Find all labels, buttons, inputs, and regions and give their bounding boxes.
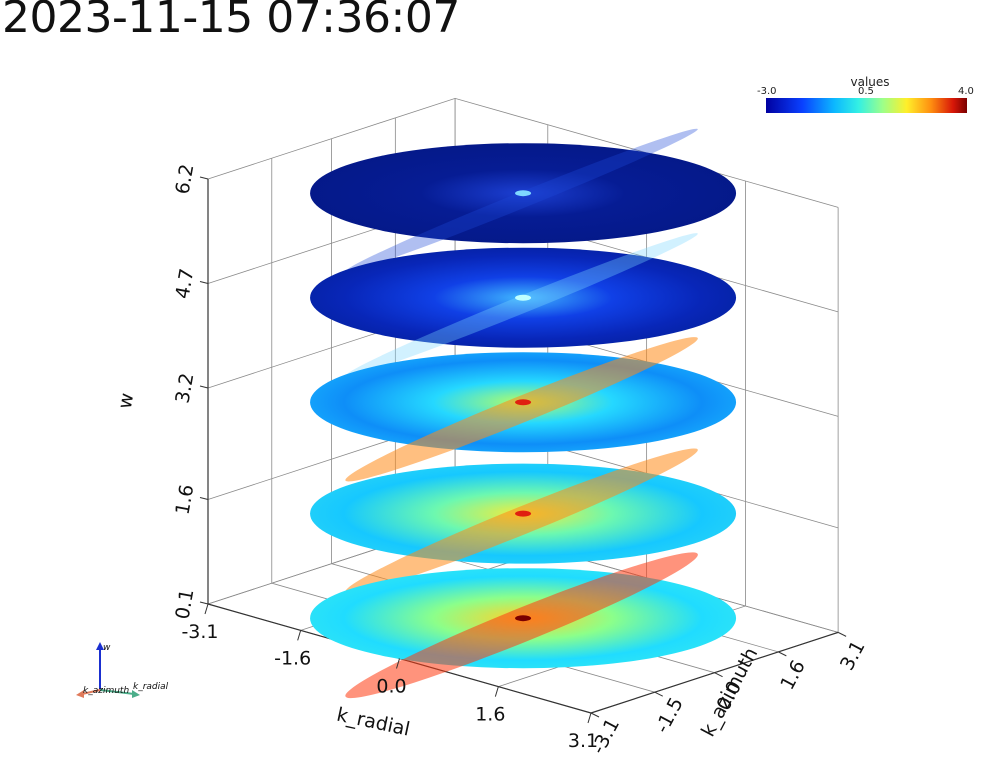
orient-radial-label: k_radial [133,682,169,692]
w-tick-mark-0 [199,601,209,605]
kr-tick-label-3: 1.6 [475,704,505,726]
w-axis-title: w [114,391,138,410]
ka-tick-mark-2 [714,672,723,678]
kr-tick-label-1: -1.6 [274,647,311,669]
kr-tick-mark-2 [396,658,400,669]
w-tick-label-2: 3.2 [172,371,199,405]
slice-w-1.6 [310,448,737,594]
kr-tick-label-2: 0.0 [376,676,406,698]
orient-w-arrowhead [96,642,104,650]
ka-tick-mark-4 [837,631,847,637]
w-tick-label-0: 0.1 [172,587,199,621]
orient-azimuth-label: k_azimuth [83,686,129,696]
w-tick-label-1: 1.6 [172,483,199,517]
slice-w-4.7 [310,233,737,377]
ka-tick-mark-1 [654,691,663,697]
ka-tick-mark-0 [590,712,600,718]
colorbar-min-label: -3.0 [757,86,777,97]
w-tick-mark-3 [199,281,209,284]
orient-w-label: w [103,643,111,653]
slice-w-6.2 [310,128,737,272]
colorbar-gradient [766,98,967,113]
slice-ridge [345,552,698,699]
w-tick-mark-4 [199,176,209,180]
slice-center-peak [515,294,532,301]
w-tick-mark-2 [199,385,209,389]
colorbar-mid-label: 0.5 [858,86,874,97]
colorbar-title: values [850,75,890,89]
kr-tick-mark-4 [587,712,592,724]
orient-radial-arrowhead [132,690,140,698]
kr-tick-label-4: 3.1 [568,730,598,752]
ka-tick-label-4: 3.1 [836,637,870,674]
orient-azimuth-arrow [81,689,101,695]
kr-tick-label-0: -3.1 [181,621,218,643]
slice-center-peak [515,399,532,406]
slice-ridge [345,233,698,377]
ka-tick-label-3: 1.6 [776,657,810,694]
slice-ridge [345,337,698,482]
slice-ridge [345,128,698,272]
kr-tick-mark-3 [494,686,499,697]
ka-tick-mark-3 [778,651,787,657]
slice-center-peak [515,615,532,622]
w-tick-label-3: 4.7 [172,267,199,301]
slice-w-3.2 [310,337,737,482]
slice-ridge [345,448,698,594]
kr-tick-mark-0 [204,603,209,615]
orient-azimuth-arrowhead [76,690,84,698]
slice-w-0.1 [310,552,737,699]
k-azimuth-axis-title: k_azimuth [697,644,762,740]
ka-tick-label-0: -3.1 [587,715,624,758]
ka-tick-label-1: -1.5 [651,694,688,737]
slice-center-peak [515,190,532,197]
k-radial-axis-title: k_radial [335,704,412,741]
w-tick-label-4: 6.2 [172,162,199,196]
slice-center-peak [515,510,532,517]
kr-tick-mark-1 [297,630,302,641]
colorbar-max-label: 4.0 [958,86,974,97]
w-tick-mark-1 [199,497,209,500]
timestamp-title: 2023-11-15 07:36:07 [2,0,460,43]
orient-radial-arrow [99,689,135,695]
